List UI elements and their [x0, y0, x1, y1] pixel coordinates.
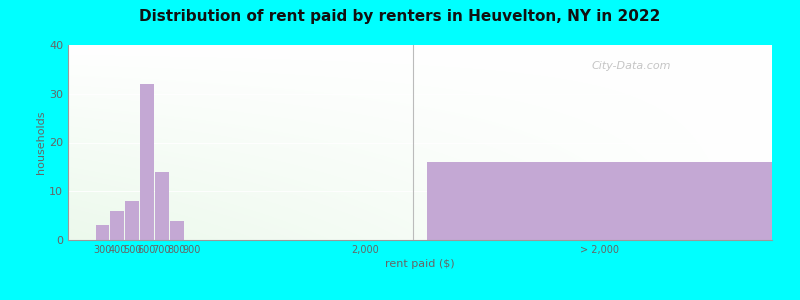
Bar — [96, 225, 110, 240]
Bar — [110, 211, 124, 240]
Bar — [170, 220, 184, 240]
Text: City-Data.com: City-Data.com — [591, 61, 671, 70]
Y-axis label: households: households — [36, 111, 46, 174]
Bar — [155, 172, 169, 240]
Bar — [427, 162, 772, 240]
Bar — [140, 84, 154, 240]
Bar — [126, 201, 139, 240]
Text: Distribution of rent paid by renters in Heuvelton, NY in 2022: Distribution of rent paid by renters in … — [139, 9, 661, 24]
X-axis label: rent paid ($): rent paid ($) — [385, 259, 455, 269]
